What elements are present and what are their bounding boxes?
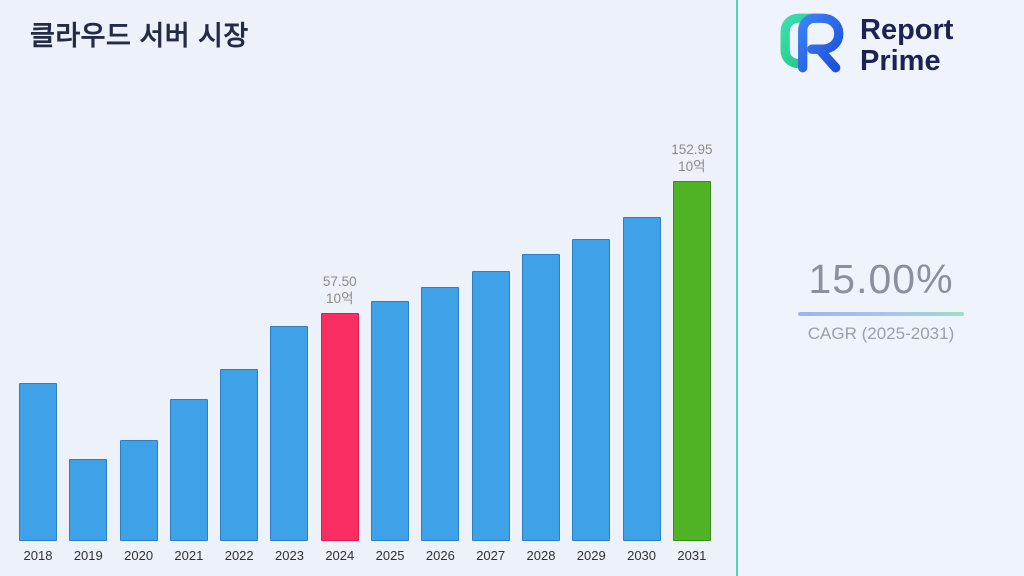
- bar-chart: 2018 2019 2020 2021 2022 2023 57.50 10억 2024 2025…: [16, 141, 714, 563]
- bar-group-2030: 2030: [620, 217, 664, 563]
- cagr-label: CAGR (2025-2031): [807, 324, 955, 343]
- bar-2025: [371, 301, 410, 541]
- bar-value-label-2024: 57.50 10억: [322, 273, 357, 307]
- x-tick-2021: 2021: [174, 548, 204, 563]
- bar-group-2025: 2025: [368, 301, 412, 563]
- x-tick-2029: 2029: [576, 548, 606, 563]
- bar-group-2022: 2022: [217, 369, 261, 563]
- bar-group-2021: 2021: [167, 399, 211, 563]
- x-tick-2023: 2023: [275, 548, 304, 563]
- brand-name: Report Prime: [860, 15, 953, 76]
- bar-group-2031: 152.95 10억 2031: [670, 141, 714, 563]
- x-tick-2020: 2020: [124, 548, 154, 563]
- x-tick-2025: 2025: [375, 548, 405, 563]
- x-tick-2018: 2018: [23, 548, 53, 563]
- bar-value-label-2031: 152.95 10억: [671, 141, 713, 175]
- x-tick-2030: 2030: [627, 548, 657, 563]
- x-tick-2031: 2031: [677, 548, 707, 563]
- brand-name-line2: Prime: [860, 44, 941, 77]
- bar-2029: [572, 239, 611, 541]
- bar-2022: [220, 369, 259, 541]
- bar-2027: [471, 271, 510, 541]
- bar-2019: [69, 459, 108, 541]
- x-tick-2024: 2024: [325, 548, 355, 563]
- bar-group-2023: 2023: [267, 326, 311, 563]
- bar-group-2027: 2027: [469, 271, 513, 563]
- brand-name-line1: Report: [860, 14, 954, 47]
- cagr-block: 15.00% CAGR (2025-2031): [738, 256, 1024, 344]
- bar-group-2029: 2029: [569, 239, 613, 563]
- bar-group-2019: 2019: [66, 459, 110, 563]
- bar-2024: [320, 313, 359, 541]
- bar-2031: [672, 181, 711, 541]
- bar-2030: [622, 217, 661, 541]
- bar-2026: [421, 287, 460, 541]
- x-tick-2027: 2027: [476, 548, 506, 563]
- bar-group-2020: 2020: [117, 440, 161, 563]
- cagr-underline: [798, 312, 964, 316]
- bar-group-2018: 2018: [16, 383, 60, 563]
- brand-logo: Report Prime: [780, 12, 953, 79]
- bar-2023: [270, 326, 309, 541]
- bar-group-2028: 2028: [519, 254, 563, 563]
- x-tick-2019: 2019: [73, 548, 103, 563]
- bar-group-2024: 57.50 10억 2024: [318, 273, 362, 563]
- x-tick-2026: 2026: [425, 548, 455, 563]
- bar-2018: [19, 383, 57, 541]
- report-prime-logo-icon: [780, 12, 846, 79]
- right-panel: Report Prime 15.00% CAGR (2025-2031): [738, 0, 1024, 576]
- bar-2020: [119, 440, 158, 541]
- bar-group-2026: 2026: [418, 287, 462, 563]
- x-tick-2028: 2028: [526, 548, 556, 563]
- bar-2028: [521, 254, 560, 541]
- bar-2021: [169, 399, 208, 541]
- cagr-value: 15.00%: [808, 256, 954, 302]
- vertical-divider: [736, 0, 738, 576]
- x-tick-2022: 2022: [224, 548, 254, 563]
- page-title: 클라우드 서버 시장: [30, 21, 249, 51]
